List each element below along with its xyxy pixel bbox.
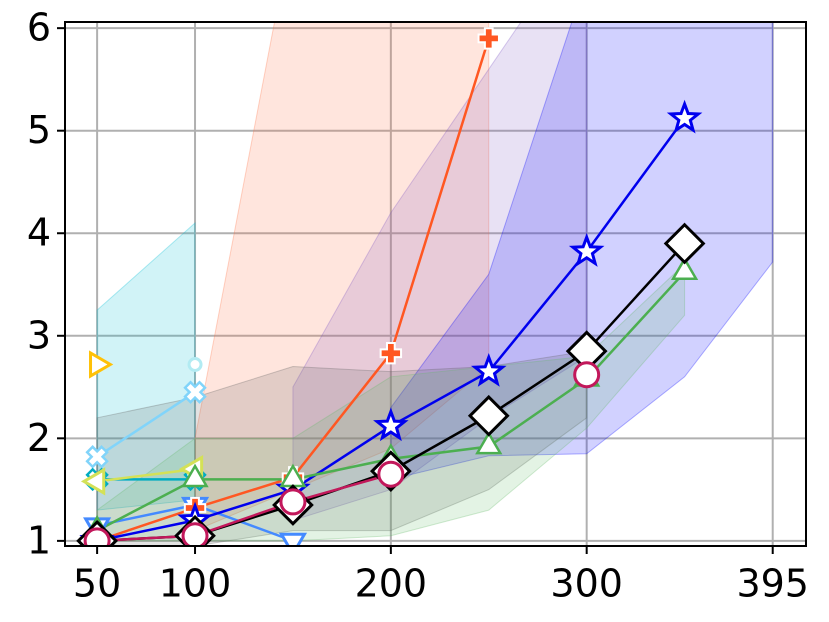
confidence-band: [96, 262, 686, 542]
plot-frame: [64, 21, 807, 547]
y-tick-label: 1: [27, 518, 51, 562]
x-tick-label: 300: [550, 562, 623, 606]
marker: [379, 342, 403, 365]
y-tick-label: 6: [27, 6, 51, 50]
plot-area: [76, 22, 774, 546]
y-tick-label: 2: [27, 416, 51, 460]
marker: [670, 256, 699, 281]
marker: [181, 522, 209, 546]
series-line: [96, 391, 196, 458]
marker: [470, 353, 507, 387]
marker: [183, 380, 207, 404]
y-tick-label: 4: [27, 211, 51, 255]
marker: [477, 27, 500, 50]
series-line: [96, 467, 196, 483]
x-tick-label: 100: [159, 562, 232, 606]
marker: [663, 222, 706, 265]
x-tick-label: 395: [736, 562, 809, 606]
x-tick-label: 200: [355, 562, 428, 606]
marker: [377, 460, 405, 488]
marker: [475, 430, 503, 455]
marker: [568, 233, 605, 267]
marker: [187, 357, 203, 372]
tick-labels: 50 100 200 300 395 1 2 3 4 5 6: [27, 6, 809, 606]
marker: [80, 467, 106, 496]
marker: [85, 445, 109, 469]
y-tick-label: 3: [27, 313, 51, 357]
marker: [89, 350, 114, 379]
marker: [467, 394, 510, 437]
x-tick-label: 50: [73, 562, 121, 606]
marker: [279, 488, 307, 516]
marker: [181, 463, 209, 488]
marker: [573, 361, 601, 389]
marker: [83, 527, 111, 546]
marker: [278, 532, 308, 546]
y-tick-label: 5: [27, 108, 51, 152]
marker: [373, 407, 409, 442]
confidence-band: [96, 350, 588, 546]
marker: [666, 99, 703, 134]
